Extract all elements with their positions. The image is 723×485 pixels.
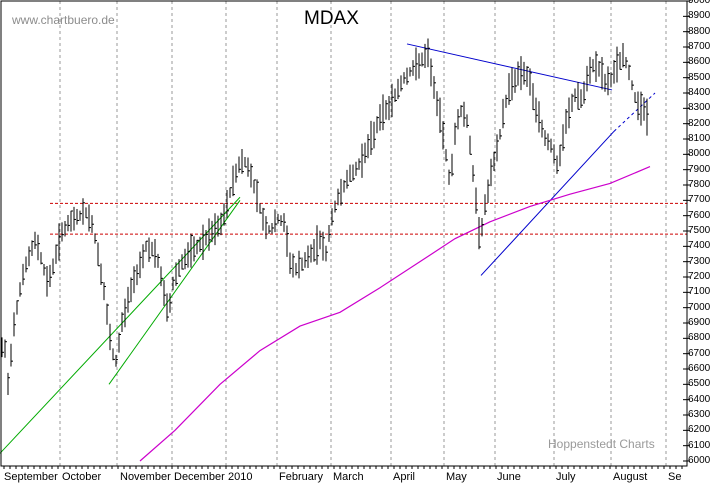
y-tick-label: 8300	[688, 102, 711, 114]
x-tick-label: February	[279, 471, 324, 483]
y-tick-label: 7300	[688, 255, 711, 267]
y-tick-label: 6600	[688, 363, 711, 374]
y-tick-label: 8700	[688, 41, 711, 52]
x-tick-label: November	[120, 471, 171, 483]
y-tick-label: 7800	[688, 179, 711, 190]
x-tick-label: April	[393, 471, 416, 483]
y-tick-label: 7400	[688, 240, 711, 252]
y-tick-label: 8100	[688, 133, 711, 144]
y-tick-label: 6300	[688, 409, 711, 420]
trend-line	[0, 196, 241, 454]
y-tick-label: 6700	[688, 347, 711, 359]
trend-line	[108, 200, 241, 385]
x-tick-label: March	[333, 471, 364, 483]
x-tick-label: Se	[668, 471, 682, 483]
chart-title: MDAX	[304, 8, 359, 29]
x-tick-label: September	[4, 471, 58, 483]
y-tick-label: 8600	[688, 56, 711, 68]
y-tick-label: 6100	[688, 439, 711, 451]
moving-average	[139, 166, 651, 462]
y-tick-label: 8200	[688, 117, 711, 129]
y-tick-label: 6800	[688, 332, 711, 344]
y-tick-label: 7600	[688, 209, 711, 221]
x-tick-label: May	[446, 471, 467, 483]
y-tick-label: 6400	[688, 393, 711, 405]
support-lines	[50, 202, 687, 235]
grid-lines	[59, 1, 667, 466]
y-tick-label: 7100	[688, 286, 711, 298]
y-tick-label: 8800	[688, 25, 711, 37]
watermark: www.chartbuero.de	[12, 13, 115, 27]
y-tick-label: 7900	[688, 163, 711, 175]
y-tick-label: 7200	[688, 271, 711, 282]
y-tick-label: 6500	[688, 378, 711, 390]
y-tick-label: 7700	[688, 194, 711, 206]
plot-border	[0, 0, 688, 467]
y-tick-label: 6000	[688, 455, 711, 466]
x-tick-label: August	[613, 471, 648, 483]
y-tick-label: 6200	[688, 424, 711, 436]
x-tick-label: June	[497, 471, 521, 483]
y-tick-label: 7500	[688, 225, 711, 236]
plot-frame	[0, 0, 690, 469]
source-credit: Hoppenstedt Charts	[548, 437, 655, 451]
trend-line	[480, 131, 615, 276]
x-tick-label: 2010	[228, 471, 253, 483]
moving-average-line	[139, 166, 651, 462]
x-tick-label: October	[62, 471, 102, 483]
y-tick-label: 6900	[688, 317, 711, 328]
y-tick-label: 8000	[688, 148, 711, 160]
y-tick-label: 9000	[688, 0, 711, 7]
y-tick-label: 8400	[688, 87, 711, 98]
x-tick-label: July	[556, 471, 576, 483]
y-tick-label: 7000	[688, 301, 711, 313]
price-bars	[1, 38, 649, 395]
x-tick-label: December	[174, 471, 225, 483]
y-tick-label: 8900	[688, 10, 711, 22]
y-tick-label: 8500	[688, 71, 711, 83]
